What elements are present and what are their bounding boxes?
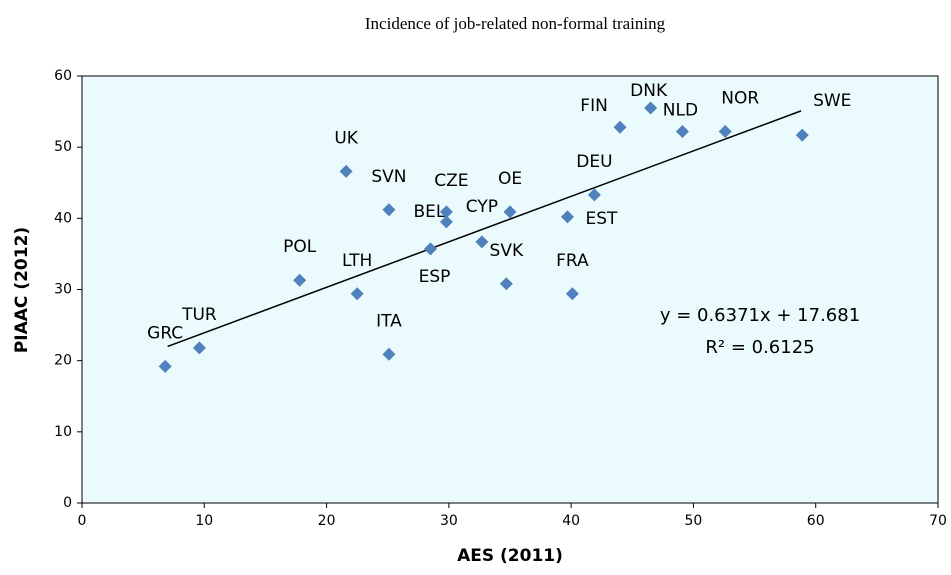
point-label: FRA	[556, 251, 589, 271]
point-label: UK	[334, 128, 358, 148]
x-tick-label: 50	[685, 513, 703, 529]
trendline	[167, 110, 802, 348]
point-label: DEU	[576, 152, 612, 172]
y-tick-label: 20	[54, 353, 72, 369]
point	[587, 188, 601, 202]
point-label: SWE	[813, 91, 851, 111]
point-label: DNK	[630, 81, 668, 101]
point-label: GRC	[147, 323, 183, 343]
y-tick-label: 10	[54, 424, 72, 440]
point-label: LTH	[342, 251, 372, 271]
y-tick-label: 60	[54, 68, 72, 84]
x-tick-label: 0	[78, 513, 87, 529]
point-label: NOR	[721, 89, 759, 109]
x-tick-label: 70	[929, 513, 947, 529]
point	[382, 347, 396, 361]
point	[339, 164, 353, 178]
point-label: FIN	[580, 96, 608, 116]
x-axis-label: AES (2011)	[457, 546, 563, 566]
chart-title: Incidence of job-related non-formal trai…	[365, 14, 666, 33]
r-squared: R² = 0.6125	[705, 337, 814, 358]
y-tick-label: 50	[54, 139, 72, 155]
point	[565, 287, 579, 301]
point-label: ESP	[419, 267, 451, 287]
y-tick-label: 30	[54, 282, 72, 298]
point-label: NLD	[663, 101, 698, 121]
point	[503, 205, 517, 219]
y-tick-label: 0	[63, 495, 72, 511]
point	[192, 341, 206, 355]
point	[675, 125, 689, 139]
point-label: SVN	[371, 167, 406, 187]
point-label: EST	[586, 209, 619, 229]
point	[382, 203, 396, 217]
point-label: CYP	[466, 197, 498, 217]
point	[158, 359, 172, 373]
plot-area	[81, 75, 939, 504]
point	[644, 101, 658, 115]
point	[350, 287, 364, 301]
point	[560, 210, 574, 224]
point-label: ITA	[376, 311, 402, 331]
point-label: OE	[498, 169, 522, 189]
point-label: BEL	[413, 202, 445, 222]
point	[613, 120, 627, 134]
point	[424, 242, 438, 256]
y-tick-label: 40	[54, 210, 72, 226]
point	[499, 277, 513, 291]
y-axis-label: PIAAC (2012)	[12, 227, 32, 353]
point	[439, 215, 453, 229]
point-label: POL	[283, 237, 317, 257]
point	[795, 128, 809, 142]
point-label: TUR	[181, 305, 217, 325]
point-label: SVK	[490, 241, 524, 261]
point-label: CZE	[434, 171, 468, 191]
x-tick-label: 60	[807, 513, 825, 529]
point	[475, 235, 489, 249]
point	[293, 273, 307, 287]
x-tick-label: 20	[318, 513, 336, 529]
point	[718, 125, 732, 139]
equation: y = 0.6371x + 17.681	[660, 305, 860, 326]
point	[439, 205, 453, 219]
x-tick-label: 30	[440, 513, 458, 529]
x-tick-label: 10	[195, 513, 213, 529]
x-tick-label: 40	[562, 513, 580, 529]
